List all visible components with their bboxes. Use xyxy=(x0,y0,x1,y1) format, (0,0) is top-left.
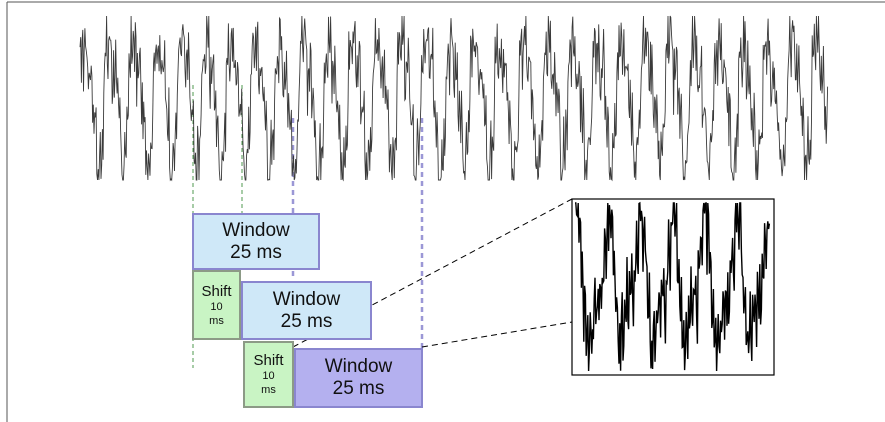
window-box-2: Window 25 ms xyxy=(241,281,372,340)
shift-2-unit: ms xyxy=(261,384,276,396)
zoom-connector-bottom xyxy=(421,321,573,348)
shift-1-unit: ms xyxy=(209,314,224,327)
shift-2-label: Shift xyxy=(253,352,284,369)
zoomed-waveform xyxy=(575,201,771,372)
shift-1-label: Shift xyxy=(201,282,232,300)
shift-box-1: Shift 10 ms xyxy=(192,270,241,340)
window-1-label: Window xyxy=(222,219,290,241)
window-2-duration: 25 ms xyxy=(280,310,333,332)
window-1-duration: 25 ms xyxy=(230,241,282,263)
shift-box-2: Shift 10 ms xyxy=(243,341,294,408)
window-2-label: Window xyxy=(272,288,341,310)
speech-waveform xyxy=(79,15,829,182)
shift-2-value: 10 xyxy=(262,370,275,382)
shift-1-value: 10 xyxy=(210,300,223,313)
window-box-3: Window 25 ms xyxy=(294,348,423,408)
window-box-1: Window 25 ms xyxy=(192,213,320,270)
window-3-duration: 25 ms xyxy=(332,378,385,399)
window-3-label: Window xyxy=(324,356,393,377)
